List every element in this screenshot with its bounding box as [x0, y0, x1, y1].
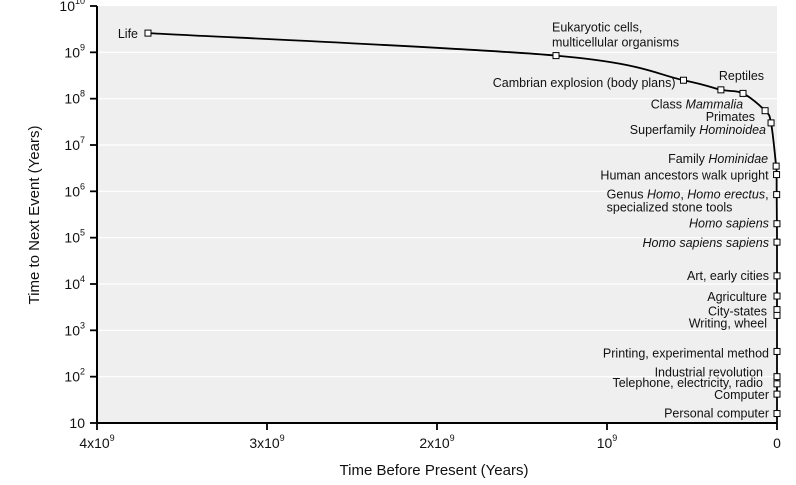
- data-point: [717, 86, 725, 94]
- event-label: Agriculture: [707, 290, 767, 304]
- y-tick-label: 10: [69, 415, 85, 431]
- data-point: [739, 89, 747, 97]
- data-point: [680, 76, 687, 84]
- event-label: specialized stone tools: [607, 201, 733, 215]
- data-point: [773, 410, 781, 418]
- event-label: Reptiles: [719, 69, 764, 83]
- data-point: [773, 272, 781, 280]
- data-point: [773, 390, 781, 398]
- y-tick-label: 108: [64, 89, 85, 107]
- event-label: Telephone, electricity, radio: [612, 376, 763, 390]
- y-tick-label: 102: [64, 367, 85, 385]
- event-label: Printing, experimental method: [603, 346, 769, 360]
- x-tick-label: 109: [597, 433, 618, 451]
- event-label: Primates: [706, 110, 755, 124]
- y-tick-label: 106: [64, 181, 85, 199]
- event-label: Human ancestors walk upright: [600, 169, 769, 183]
- gridlines: [97, 51, 777, 378]
- event-label: Family Hominidae: [668, 152, 768, 166]
- data-point: [773, 373, 781, 381]
- data-point: [767, 119, 775, 127]
- event-label: Genus Homo, Homo erectus,: [607, 188, 769, 202]
- markers: [144, 29, 781, 418]
- data-point: [761, 107, 769, 115]
- x-tick-label: 2x109: [419, 433, 454, 451]
- event-label: City-states: [708, 305, 767, 319]
- event-label: Superfamily Hominoidea: [630, 123, 766, 137]
- data-point: [144, 29, 152, 37]
- data-point: [773, 292, 781, 300]
- data-point: [773, 238, 781, 246]
- data-point: [773, 380, 781, 388]
- x-axis-label: Time Before Present (Years): [340, 462, 529, 479]
- data-point: [773, 311, 781, 319]
- x-tick-label: 0: [773, 435, 781, 451]
- x-tick-label: 3x109: [249, 433, 284, 451]
- y-axis-label: Time to Next Event (Years): [26, 126, 43, 305]
- y-tick-label: 107: [64, 135, 85, 153]
- y-tick-label: 104: [64, 274, 85, 292]
- event-label: Life: [118, 27, 138, 41]
- data-point: [773, 306, 781, 314]
- event-label: Cambrian explosion (body plans): [493, 76, 676, 90]
- data-point: [773, 220, 781, 228]
- data-point: [552, 52, 560, 60]
- event-labels: Life Eukaryotic cells,multicellular organ…: [118, 21, 769, 421]
- event-label: Art, early cities: [687, 269, 769, 283]
- event-label: multicellular organisms: [552, 36, 679, 50]
- y-tick-label: 1010: [59, 0, 85, 14]
- y-tick-label: 105: [64, 228, 85, 246]
- event-label: Homo sapiens: [689, 217, 769, 231]
- x-tick-label: 4x109: [79, 433, 114, 451]
- event-label: Writing, wheel: [689, 316, 767, 330]
- event-label: Computer: [714, 388, 769, 402]
- event-label: Homo sapiens sapiens: [643, 236, 769, 250]
- data-point: [772, 162, 780, 170]
- x-ticks: 4x109 3x109 2x109 109 0: [79, 423, 781, 451]
- data-point: [773, 347, 781, 355]
- event-label: Industrial revolution: [655, 366, 763, 380]
- y-tick-label: 109: [64, 42, 85, 60]
- y-ticks: 10 102 103 104 105 106 107 108 109 1010: [59, 0, 97, 431]
- data-point: [773, 191, 781, 199]
- event-label: Class Mammalia: [651, 98, 743, 112]
- event-label: Eukaryotic cells,: [552, 21, 642, 35]
- event-label: Personal computer: [664, 407, 769, 421]
- data-point: [773, 171, 781, 179]
- y-tick-label: 103: [64, 320, 85, 338]
